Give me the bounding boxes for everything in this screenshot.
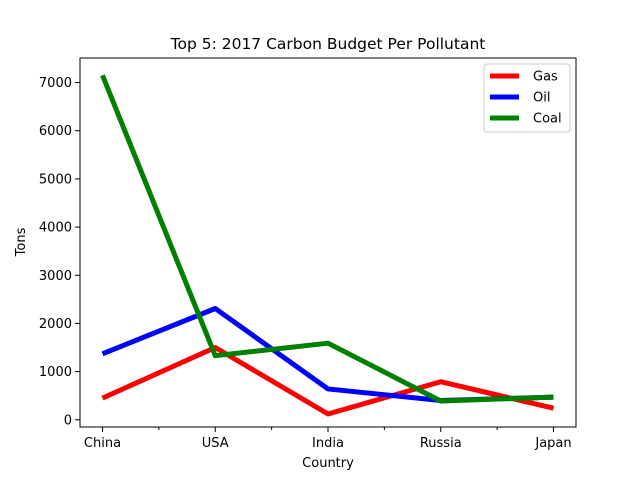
x-tick-label: Russia bbox=[420, 436, 462, 451]
chart-title: Top 5: 2017 Carbon Budget Per Pollutant bbox=[170, 35, 486, 53]
plot-lines bbox=[100, 74, 555, 417]
y-tick-label: 7000 bbox=[39, 76, 72, 91]
x-tick-label: USA bbox=[202, 436, 229, 451]
x-tick-label: Japan bbox=[534, 436, 571, 451]
y-tick-label: 1000 bbox=[39, 365, 72, 380]
y-axis: 0 1000 2000 3000 4000 5000 6000 7000 bbox=[39, 76, 80, 428]
legend-label-coal: Coal bbox=[533, 112, 562, 127]
legend-label-gas: Gas bbox=[533, 70, 558, 85]
y-tick-label: 2000 bbox=[39, 317, 72, 332]
y-tick-label: 6000 bbox=[39, 124, 72, 139]
series-line-gas bbox=[101, 345, 555, 417]
y-tick-label: 4000 bbox=[39, 221, 72, 236]
legend: Gas Oil Coal bbox=[483, 63, 571, 133]
y-tick-label: 0 bbox=[64, 413, 72, 428]
x-axis: China USA India Russia Japan bbox=[84, 427, 572, 451]
y-tick-label: 3000 bbox=[39, 269, 72, 284]
legend-label-oil: Oil bbox=[533, 91, 550, 106]
y-axis-label: Tons bbox=[14, 227, 29, 257]
series-line-oil bbox=[101, 306, 554, 404]
x-tick-label: India bbox=[312, 436, 344, 451]
legend-box bbox=[483, 63, 571, 133]
x-tick-label: China bbox=[84, 436, 121, 451]
y-tick-label: 5000 bbox=[39, 172, 72, 187]
x-axis-label: Country bbox=[302, 456, 354, 471]
